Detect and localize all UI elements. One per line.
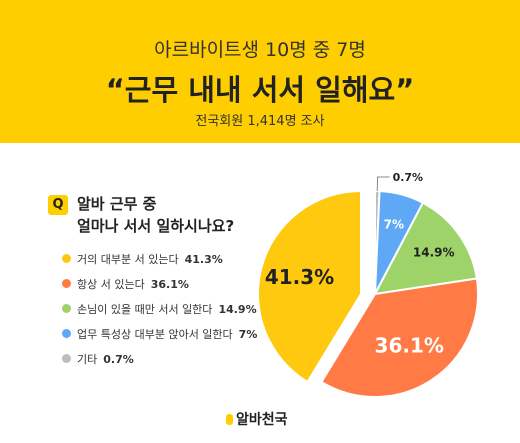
legend-label: 항상 서 있는다 bbox=[77, 278, 145, 291]
legend-dot bbox=[62, 354, 71, 363]
pie-slice bbox=[373, 201, 478, 296]
pie-slice bbox=[320, 277, 479, 398]
legend-label: 손님이 있을 때만 서서 일한다 bbox=[77, 303, 213, 316]
slice-label: 36.1% bbox=[375, 333, 444, 357]
survey-source: 전국회원 1,414명 조사 bbox=[195, 114, 325, 129]
legend-value: 41.3% bbox=[184, 253, 223, 266]
subtitle: 아르바이트생 10명 중 7명 bbox=[154, 39, 366, 61]
leader-line bbox=[376, 176, 390, 192]
logo-mark-icon bbox=[226, 414, 233, 425]
brand-logo: 알바천국 bbox=[226, 409, 288, 429]
legend-dot bbox=[62, 329, 71, 338]
slice-label: 0.7% bbox=[393, 171, 424, 184]
slice-label: 7% bbox=[384, 218, 404, 232]
slice-label: 41.3% bbox=[265, 265, 334, 289]
legend-label: 거의 대부분 서 있는다 bbox=[77, 253, 179, 266]
slice-label: 14.9% bbox=[413, 245, 455, 259]
legend-value: 0.7% bbox=[103, 353, 134, 366]
legend-value: 7% bbox=[238, 328, 258, 341]
legend-value: 36.1% bbox=[150, 278, 189, 291]
question-line2: 얼마나 서서 일하시나요? bbox=[77, 217, 235, 235]
legend-dot bbox=[62, 279, 71, 288]
question-badge: Q bbox=[48, 195, 68, 215]
header-banner: 아르바이트생 10명 중 7명 “근무 내내 서서 일해요” 전국회원 1,41… bbox=[0, 0, 520, 143]
legend-label: 업무 특성상 대부분 앉아서 일한다 bbox=[77, 328, 233, 341]
headline: “근무 내내 서서 일해요” bbox=[105, 73, 415, 107]
legend-value: 14.9% bbox=[218, 303, 257, 316]
logo-text: 알바천국 bbox=[236, 412, 288, 428]
legend-dot bbox=[62, 254, 71, 263]
question-line1: 알바 근무 중 bbox=[77, 195, 157, 213]
legend-dot bbox=[62, 304, 71, 313]
legend-label: 기타 bbox=[77, 353, 98, 366]
pie-slice bbox=[257, 189, 362, 384]
